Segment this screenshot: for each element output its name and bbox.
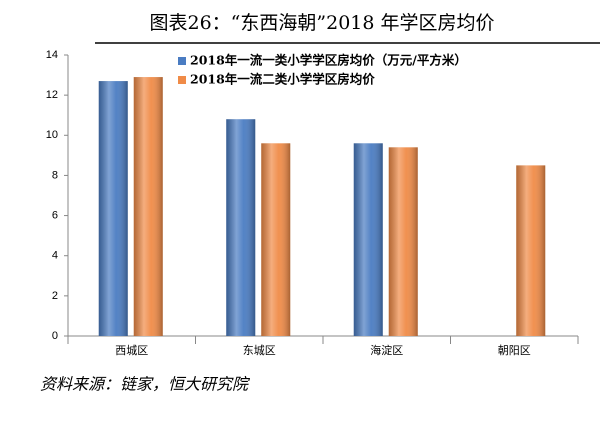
bar-shade — [98, 81, 128, 336]
bar-shade — [133, 77, 163, 336]
bar-shade — [353, 143, 383, 336]
x-tick-label: 西城区 — [115, 344, 148, 357]
bar-shade — [516, 165, 546, 336]
x-tick-label: 东城区 — [243, 344, 276, 357]
y-tick-label: 4 — [52, 250, 58, 262]
y-tick-label: 0 — [52, 330, 58, 342]
bar-shade — [388, 147, 418, 336]
x-tick-label: 朝阳区 — [498, 344, 531, 357]
y-tick-label: 12 — [46, 89, 58, 101]
legend-label: 2018年一流二类小学学区房均价 — [190, 72, 375, 87]
bar-shade — [261, 143, 291, 336]
source-note: 资料来源：链家，恒大研究院 — [40, 375, 251, 394]
legend-swatch — [178, 76, 186, 84]
legend-swatch — [178, 57, 186, 65]
x-tick-label: 海淀区 — [370, 343, 403, 357]
y-tick-label: 10 — [46, 129, 58, 141]
y-tick-label: 6 — [52, 209, 58, 221]
y-tick-label: 2 — [52, 290, 58, 302]
bar-shade — [226, 119, 256, 336]
legend-label: 2018年一流一类小学学区房均价（万元/平方米） — [190, 53, 467, 68]
y-tick-label: 8 — [52, 169, 58, 181]
y-tick-label: 14 — [46, 49, 58, 61]
chart-title: 图表26：“东西海朝”2018 年学区房均价 — [150, 12, 495, 34]
